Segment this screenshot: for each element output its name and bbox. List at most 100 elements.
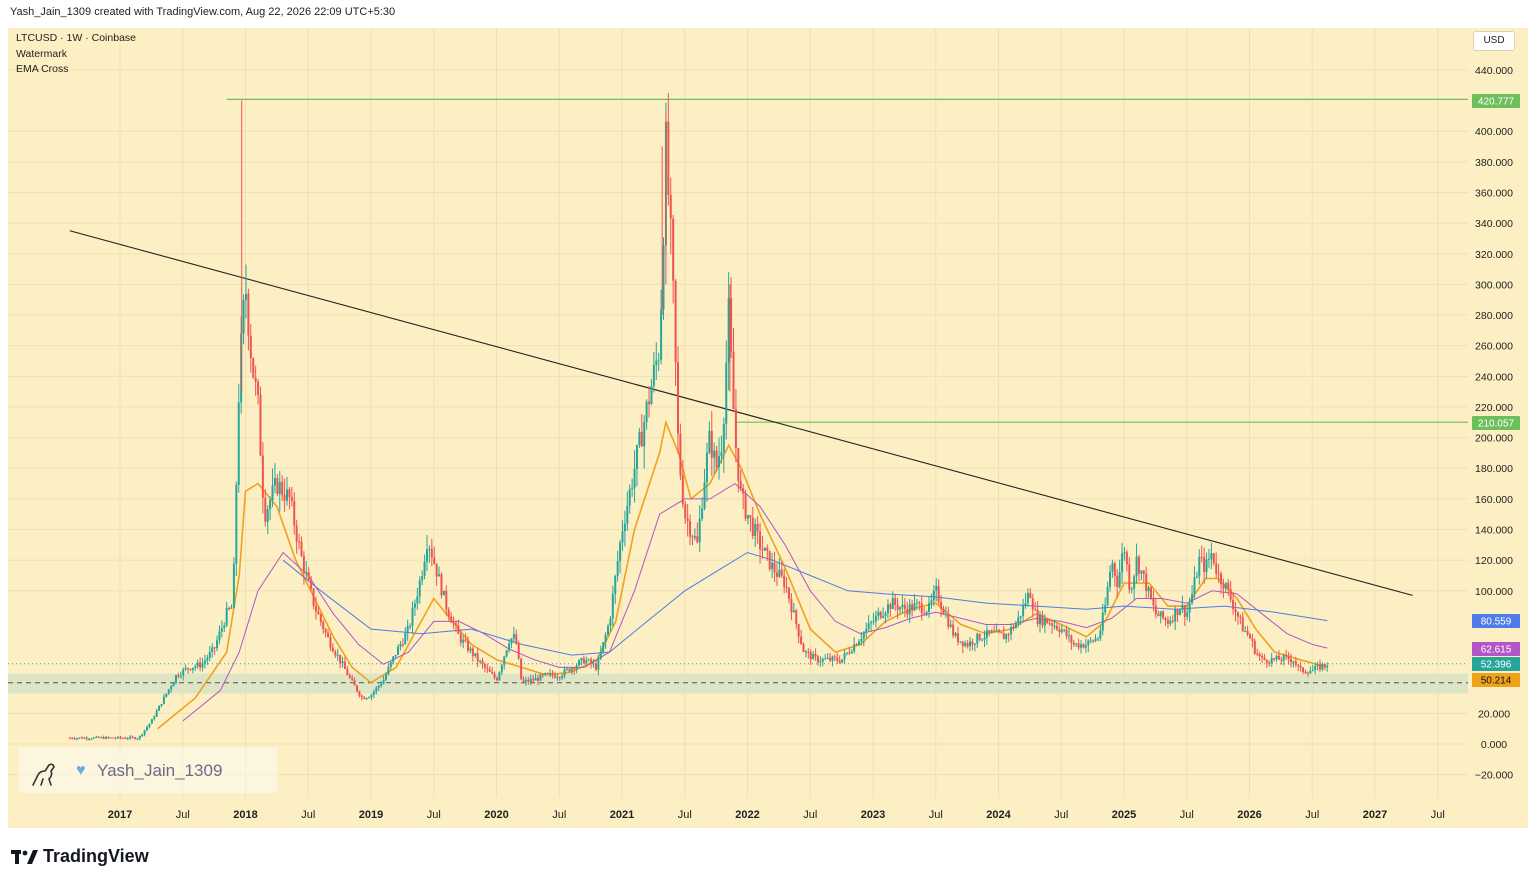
candle-body	[896, 604, 899, 610]
price-badge-52.396: 52.396	[1472, 657, 1520, 671]
candle-body	[1106, 587, 1109, 606]
candle-body	[1299, 666, 1302, 668]
candle-body	[329, 637, 332, 648]
candle-body	[457, 625, 460, 634]
x-tick-label: Jul	[803, 809, 817, 821]
candle-body	[698, 518, 701, 543]
legend-indicator-watermark[interactable]: Watermark	[16, 47, 67, 60]
candle-body	[1302, 667, 1305, 673]
candle-body	[1207, 559, 1210, 561]
candle-body	[732, 351, 735, 410]
candle-body	[609, 618, 612, 627]
candle-body	[829, 657, 832, 661]
legend-symbol[interactable]: LTCUSD · 1W · Coinbase	[16, 32, 137, 44]
candle-body	[119, 736, 122, 738]
candle-body	[467, 640, 470, 651]
candle-body	[488, 669, 491, 672]
y-tick-label: 120.000	[1475, 555, 1513, 567]
candle-body	[1275, 655, 1278, 660]
legend-indicator-ema-cross[interactable]: EMA Cross	[16, 63, 69, 75]
candle-body	[440, 574, 443, 596]
candle-body	[1176, 609, 1179, 615]
candle-body	[1169, 620, 1172, 624]
candle-body	[539, 674, 542, 681]
x-tick-label: Jul	[1431, 809, 1445, 821]
candle-body	[1316, 664, 1319, 667]
candle-body	[435, 563, 438, 577]
candle-body	[956, 633, 959, 643]
trendline-layer	[69, 230, 1413, 596]
candle-body	[363, 697, 366, 700]
candle-body	[1017, 617, 1020, 624]
candle-body	[870, 622, 873, 624]
currency-button[interactable]: USD	[1473, 31, 1515, 51]
candle-body	[1147, 587, 1150, 592]
candle-body	[331, 647, 334, 652]
candle-body	[372, 691, 375, 695]
x-tick-label: 2020	[484, 809, 508, 821]
candle-body	[1005, 634, 1008, 640]
candle-body	[1125, 552, 1128, 565]
candle-body	[1096, 638, 1099, 640]
candle-body	[611, 593, 614, 619]
candle-body	[744, 493, 747, 519]
candle-body	[1065, 629, 1068, 637]
candle-body	[216, 640, 219, 649]
price-badge-80.559: 80.559	[1472, 614, 1520, 628]
candle-body	[575, 665, 578, 670]
candle-body	[997, 630, 1000, 633]
watermark-author: Yash_Jain_1309	[97, 761, 223, 780]
chart-svg[interactable]: 440.000 400.000 380.000 360.000 340.000 320.0…	[8, 28, 1528, 828]
candle-body	[416, 596, 419, 604]
candle-body	[187, 668, 190, 670]
candle-body	[730, 298, 733, 352]
candle-body	[254, 377, 257, 382]
candle-body	[983, 637, 986, 640]
candle-body	[621, 531, 624, 543]
y-tick-label: 100.000	[1475, 586, 1513, 598]
candle-body	[969, 641, 972, 647]
candle-body	[384, 674, 387, 680]
candle-body	[498, 672, 501, 681]
candle-body	[73, 738, 76, 740]
candle-body	[1150, 587, 1153, 599]
candle-body	[604, 634, 607, 643]
candle-body	[1060, 629, 1063, 632]
candle-body	[483, 664, 486, 668]
candle-body	[1323, 663, 1326, 667]
candle-body	[312, 588, 315, 606]
candle-body	[1109, 571, 1112, 588]
candle-body	[773, 562, 776, 573]
candle-body	[1014, 623, 1017, 629]
candle-body	[850, 651, 853, 654]
chart-frame[interactable]: 440.000 400.000 380.000 360.000 340.000 320.0…	[8, 28, 1528, 828]
candle-body	[76, 738, 79, 740]
candle-body	[763, 547, 766, 551]
candle-body	[375, 687, 378, 692]
candle-body	[573, 668, 576, 670]
y-tick-label: 300.000	[1475, 279, 1513, 291]
candle-body	[1195, 576, 1198, 578]
candle-body	[394, 654, 397, 657]
candle-body	[454, 623, 457, 626]
tradingview-brand[interactable]: TradingView	[11, 846, 149, 867]
blue-heart-icon: ♥	[76, 762, 86, 779]
candle-body	[1072, 642, 1075, 645]
y-tick-label: 380.000	[1475, 157, 1513, 169]
candle-body	[165, 693, 168, 697]
candle-body	[223, 625, 226, 628]
candle-body	[1263, 657, 1266, 660]
candle-body	[1123, 552, 1126, 554]
candle-body	[471, 648, 474, 656]
y-tick-label: 20.000	[1478, 708, 1510, 720]
candle-body	[517, 643, 520, 659]
candle-body	[679, 433, 682, 476]
candle-body	[570, 668, 573, 672]
candle-body	[423, 561, 426, 576]
candle-body	[1121, 553, 1124, 573]
candle-body	[452, 622, 455, 624]
candle-body	[785, 587, 788, 589]
candle-body	[766, 547, 769, 551]
candle-body	[643, 421, 646, 447]
candle-body	[1026, 592, 1029, 604]
